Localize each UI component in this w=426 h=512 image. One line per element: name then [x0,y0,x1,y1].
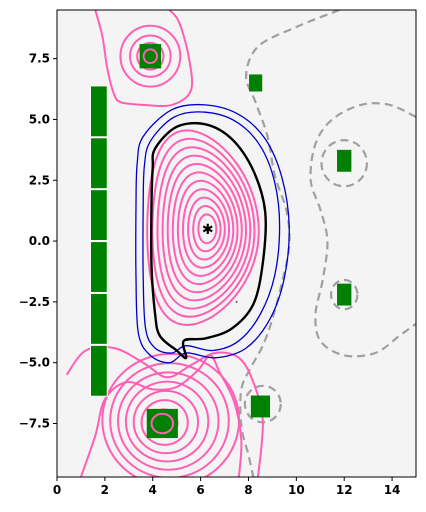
flux-contour [171,171,239,286]
central-solenoid-segment [90,292,108,345]
y-tick-label: −7.5 [19,416,50,430]
pf-coil [337,149,352,172]
flux-contour [128,34,172,78]
pf-coil [139,44,162,69]
flux-contour [197,213,218,245]
stray-point [235,300,238,303]
flux-contour [187,196,226,261]
y-tick-label: −5.0 [19,356,50,370]
flux-contour [124,380,210,463]
central-solenoid-segment [90,189,108,242]
wall-outline [142,111,281,354]
flux-contour [156,146,252,310]
y-tick-label: 5.0 [29,112,50,126]
central-solenoid-segment [90,137,108,190]
flux-contour [79,354,243,477]
flux-contour [161,154,248,302]
x-tick-label: 0 [53,483,61,497]
flux-contour [117,371,220,471]
pf-coil [249,74,263,92]
flux-contour [150,412,175,435]
x-tick-label: 12 [336,483,353,497]
flux-contour [146,129,260,327]
flux-contour [94,10,194,108]
axes: 0 2 4 6 8 10 12 14 −7.5 −5.0 −2.5 0.0 2.5 5.0 7.5 [19,52,401,497]
flux-contour [140,399,189,446]
pf-coil [250,395,271,418]
flux-contour [166,162,243,294]
x-tick-label: 2 [101,483,109,497]
vacuum-field-loop [329,278,359,311]
vacuum-field-line [239,10,340,477]
flux-contour [132,389,200,455]
flux-contour [119,24,182,88]
flux-contour [142,48,159,65]
flux-contour [176,179,235,277]
central-solenoid-segment [90,344,108,397]
y-tick-label: 7.5 [29,52,50,66]
x-tick-label: 10 [288,483,305,497]
pf-coil [337,283,352,306]
x-tick-label: 14 [384,483,401,497]
x-tick-label: 4 [149,483,157,497]
y-tick-label: 2.5 [29,173,50,187]
flux-contour [192,204,222,253]
x-tick-label: 6 [196,483,204,497]
plot-content: ✱ [65,10,416,477]
separatrix [149,121,267,360]
y-tick-label: 0.0 [29,234,50,248]
y-tick-label: −2.5 [19,295,50,309]
plot-frame [56,9,417,478]
flux-contour [181,188,231,269]
vacuum-field-line [309,102,416,358]
magnetic-axis-marker: ✱ [202,222,214,238]
central-solenoid-segment [90,85,108,138]
central-solenoid-segment [90,241,108,293]
x-tick-label: 8 [244,483,252,497]
flux-contour [136,41,165,71]
vacuum-field-loop [320,139,369,188]
wall-outline [135,103,290,364]
